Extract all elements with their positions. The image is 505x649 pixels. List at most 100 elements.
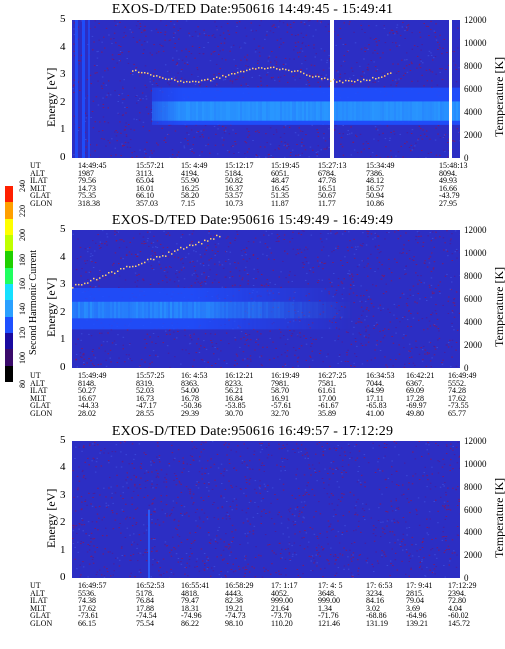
noise-pixel — [449, 339, 451, 341]
noise-pixel — [191, 150, 193, 152]
noise-pixel — [395, 85, 398, 87]
noise-pixel — [377, 80, 380, 82]
noise-pixel — [191, 45, 194, 47]
noise-pixel — [222, 32, 225, 34]
noise-pixel — [139, 23, 141, 25]
noise-pixel — [191, 339, 193, 341]
noise-pixel — [376, 560, 379, 562]
noise-pixel — [363, 58, 365, 60]
noise-pixel — [271, 25, 274, 27]
noise-pixel — [121, 555, 123, 556]
ephemeris-value: 8363. — [181, 378, 199, 388]
noise-pixel — [268, 443, 270, 445]
noise-pixel — [149, 355, 151, 356]
noise-pixel — [224, 37, 226, 39]
noise-pixel — [274, 149, 276, 151]
noise-pixel — [201, 281, 203, 283]
noise-pixel — [411, 555, 414, 557]
noise-pixel — [425, 157, 427, 158]
noise-pixel — [92, 267, 95, 268]
noise-pixel — [245, 266, 247, 268]
noise-pixel — [298, 232, 300, 234]
noise-pixel — [83, 445, 85, 447]
noise-pixel — [399, 543, 401, 545]
noise-pixel — [459, 274, 460, 276]
noise-pixel — [173, 76, 175, 78]
noise-pixel — [265, 133, 267, 135]
panel-title: EXOS-D/TED Date:950616 16:49:57 - 17:12:… — [111, 424, 394, 439]
noise-pixel — [434, 486, 437, 488]
noise-pixel — [427, 479, 429, 481]
noise-pixel — [86, 79, 89, 81]
noise-pixel — [397, 151, 400, 153]
noise-pixel — [430, 28, 432, 30]
noise-pixel — [186, 61, 189, 63]
noise-pixel — [432, 571, 435, 573]
noise-pixel — [332, 296, 334, 298]
noise-pixel — [185, 256, 187, 258]
noise-pixel — [251, 30, 254, 32]
noise-pixel — [450, 238, 452, 240]
noise-pixel — [459, 140, 460, 142]
noise-pixel — [347, 50, 350, 52]
noise-pixel — [270, 155, 272, 156]
noise-pixel — [382, 132, 384, 134]
noise-pixel — [241, 462, 243, 464]
noise-pixel — [145, 86, 148, 88]
noise-pixel — [136, 256, 139, 258]
noise-pixel — [315, 547, 318, 549]
noise-pixel — [279, 553, 282, 555]
noise-pixel — [102, 107, 105, 109]
noise-pixel — [303, 548, 306, 550]
noise-pixel — [194, 282, 196, 284]
noise-pixel — [160, 76, 163, 78]
noise-pixel — [198, 481, 200, 483]
noise-pixel — [75, 343, 77, 345]
noise-pixel — [284, 548, 287, 550]
ephemeris-value: -69.97 — [406, 401, 427, 410]
noise-pixel — [99, 452, 101, 454]
noise-pixel — [105, 145, 107, 147]
noise-pixel — [333, 555, 335, 557]
noise-pixel — [408, 575, 410, 577]
noise-pixel — [316, 565, 318, 567]
noise-pixel — [231, 509, 233, 511]
noise-pixel — [261, 576, 264, 578]
noise-pixel — [365, 344, 367, 346]
noise-pixel — [415, 272, 417, 274]
noise-pixel — [243, 269, 246, 271]
noise-pixel — [115, 25, 117, 26]
band-core — [444, 101, 446, 121]
noise-pixel — [340, 260, 342, 261]
noise-pixel — [375, 233, 377, 235]
noise-pixel — [284, 558, 287, 560]
noise-pixel — [425, 317, 428, 319]
band-outer — [292, 287, 294, 330]
noise-pixel — [234, 141, 236, 142]
noise-pixel — [423, 85, 425, 87]
noise-pixel — [291, 513, 294, 515]
band-outer — [258, 287, 260, 330]
noise-pixel — [91, 460, 93, 462]
noise-pixel — [434, 310, 437, 312]
noise-pixel — [198, 85, 201, 87]
noise-pixel — [245, 254, 247, 256]
noise-pixel — [257, 68, 259, 70]
band-outer — [336, 287, 338, 330]
noise-pixel — [423, 23, 425, 24]
noise-pixel — [135, 67, 138, 69]
noise-pixel — [193, 333, 195, 335]
noise-pixel — [335, 70, 338, 72]
noise-pixel — [408, 357, 411, 359]
noise-pixel — [143, 279, 145, 281]
noise-pixel — [76, 258, 79, 260]
noise-pixel — [202, 136, 204, 138]
noise-pixel — [309, 268, 312, 270]
noise-pixel — [361, 260, 363, 262]
noise-pixel — [99, 241, 102, 243]
band-core — [364, 101, 366, 121]
noise-pixel — [120, 466, 123, 468]
noise-pixel — [367, 143, 369, 144]
noise-pixel — [122, 36, 125, 38]
noise-pixel — [283, 126, 285, 128]
